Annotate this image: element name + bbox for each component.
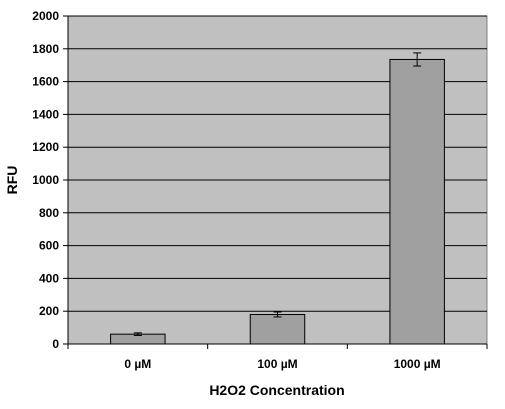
- error-bar: [413, 52, 422, 67]
- y-tick-label: 1600: [32, 75, 59, 89]
- error-bar: [273, 311, 282, 318]
- x-axis-title: H2O2 Concentration: [209, 382, 344, 398]
- y-axis-title: RFU: [4, 166, 20, 195]
- bar: [249, 313, 306, 345]
- x-ticks: 0 µM 100 µM 1000 µM: [67, 344, 488, 371]
- y-tick-label: 1000: [32, 173, 59, 187]
- y-tick-label: 400: [39, 271, 59, 285]
- x-tick-label: 1000 µM: [394, 357, 441, 371]
- y-ticks: 0 200 400 600 800 1000 1200 1400 1600 1800 2000: [32, 9, 68, 351]
- y-tick-label: 1400: [32, 107, 59, 121]
- y-tick-label: 2000: [32, 9, 59, 23]
- y-tick-label: 600: [39, 239, 59, 253]
- y-tick-label: 800: [39, 206, 59, 220]
- bar: [389, 58, 445, 345]
- y-tick-label: 1800: [32, 42, 59, 56]
- error-bar: [133, 332, 142, 336]
- y-tick-label: 0: [52, 337, 59, 351]
- x-tick-label: 100 µM: [257, 357, 297, 371]
- x-tick-label: 0 µM: [124, 357, 151, 371]
- y-tick-label: 200: [39, 304, 59, 318]
- y-tick-label: 1200: [32, 140, 59, 154]
- error-bars: [133, 52, 422, 336]
